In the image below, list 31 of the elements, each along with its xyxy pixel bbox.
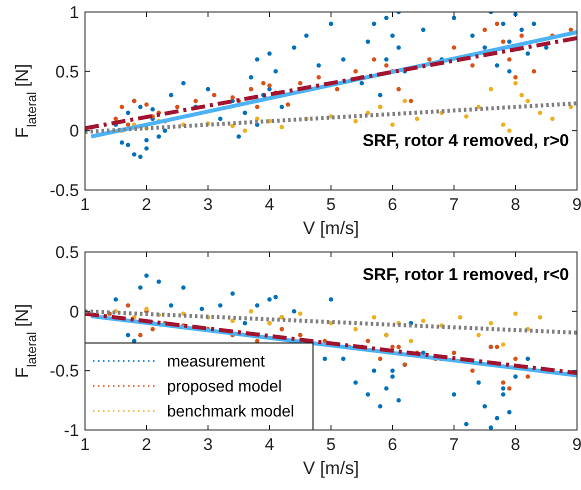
x-axis-title: V [m/s]	[302, 218, 360, 238]
x-tick-label: 4	[264, 195, 274, 214]
x-tick-label: 5	[326, 195, 336, 214]
x-tick-label: 2	[142, 435, 152, 454]
x-tick-label: 6	[388, 435, 398, 454]
x-tick-label: 4	[264, 435, 274, 454]
annotation: SRF, rotor 1 removed, r<0	[362, 265, 569, 284]
x-tick-label: 6	[388, 195, 398, 214]
legend-label: proposed model	[167, 378, 282, 396]
y-tick-label: -1	[64, 420, 79, 440]
x-tick-label: 3	[203, 435, 213, 454]
y-tick-label: 1	[70, 2, 79, 22]
x-tick-label: 9	[572, 435, 581, 454]
x-tick-label: 7	[449, 195, 459, 214]
annotation: SRF, rotor 4 removed, r>0	[362, 131, 569, 150]
x-tick-label: 2	[142, 195, 152, 214]
y-tick-label: -0.5	[50, 180, 79, 200]
y-tick-label: 0.5	[55, 62, 79, 82]
x-tick-label: 5	[326, 435, 336, 454]
x-axis-title: V [m/s]	[302, 458, 360, 478]
legend-label: benchmark model	[167, 404, 294, 421]
legend-label: measurement	[167, 354, 266, 371]
x-tick-label: 7	[449, 435, 459, 454]
x-tick-label: 8	[510, 435, 520, 454]
y-tick-label: 0.5	[55, 242, 79, 262]
y-tick-label: 0	[70, 302, 79, 322]
x-tick-label: 8	[510, 195, 520, 214]
y-tick-label: 0	[70, 122, 79, 141]
y-tick-label: -0.5	[50, 362, 79, 381]
x-tick-label: 9	[572, 195, 581, 214]
x-tick-label: 3	[203, 195, 213, 214]
